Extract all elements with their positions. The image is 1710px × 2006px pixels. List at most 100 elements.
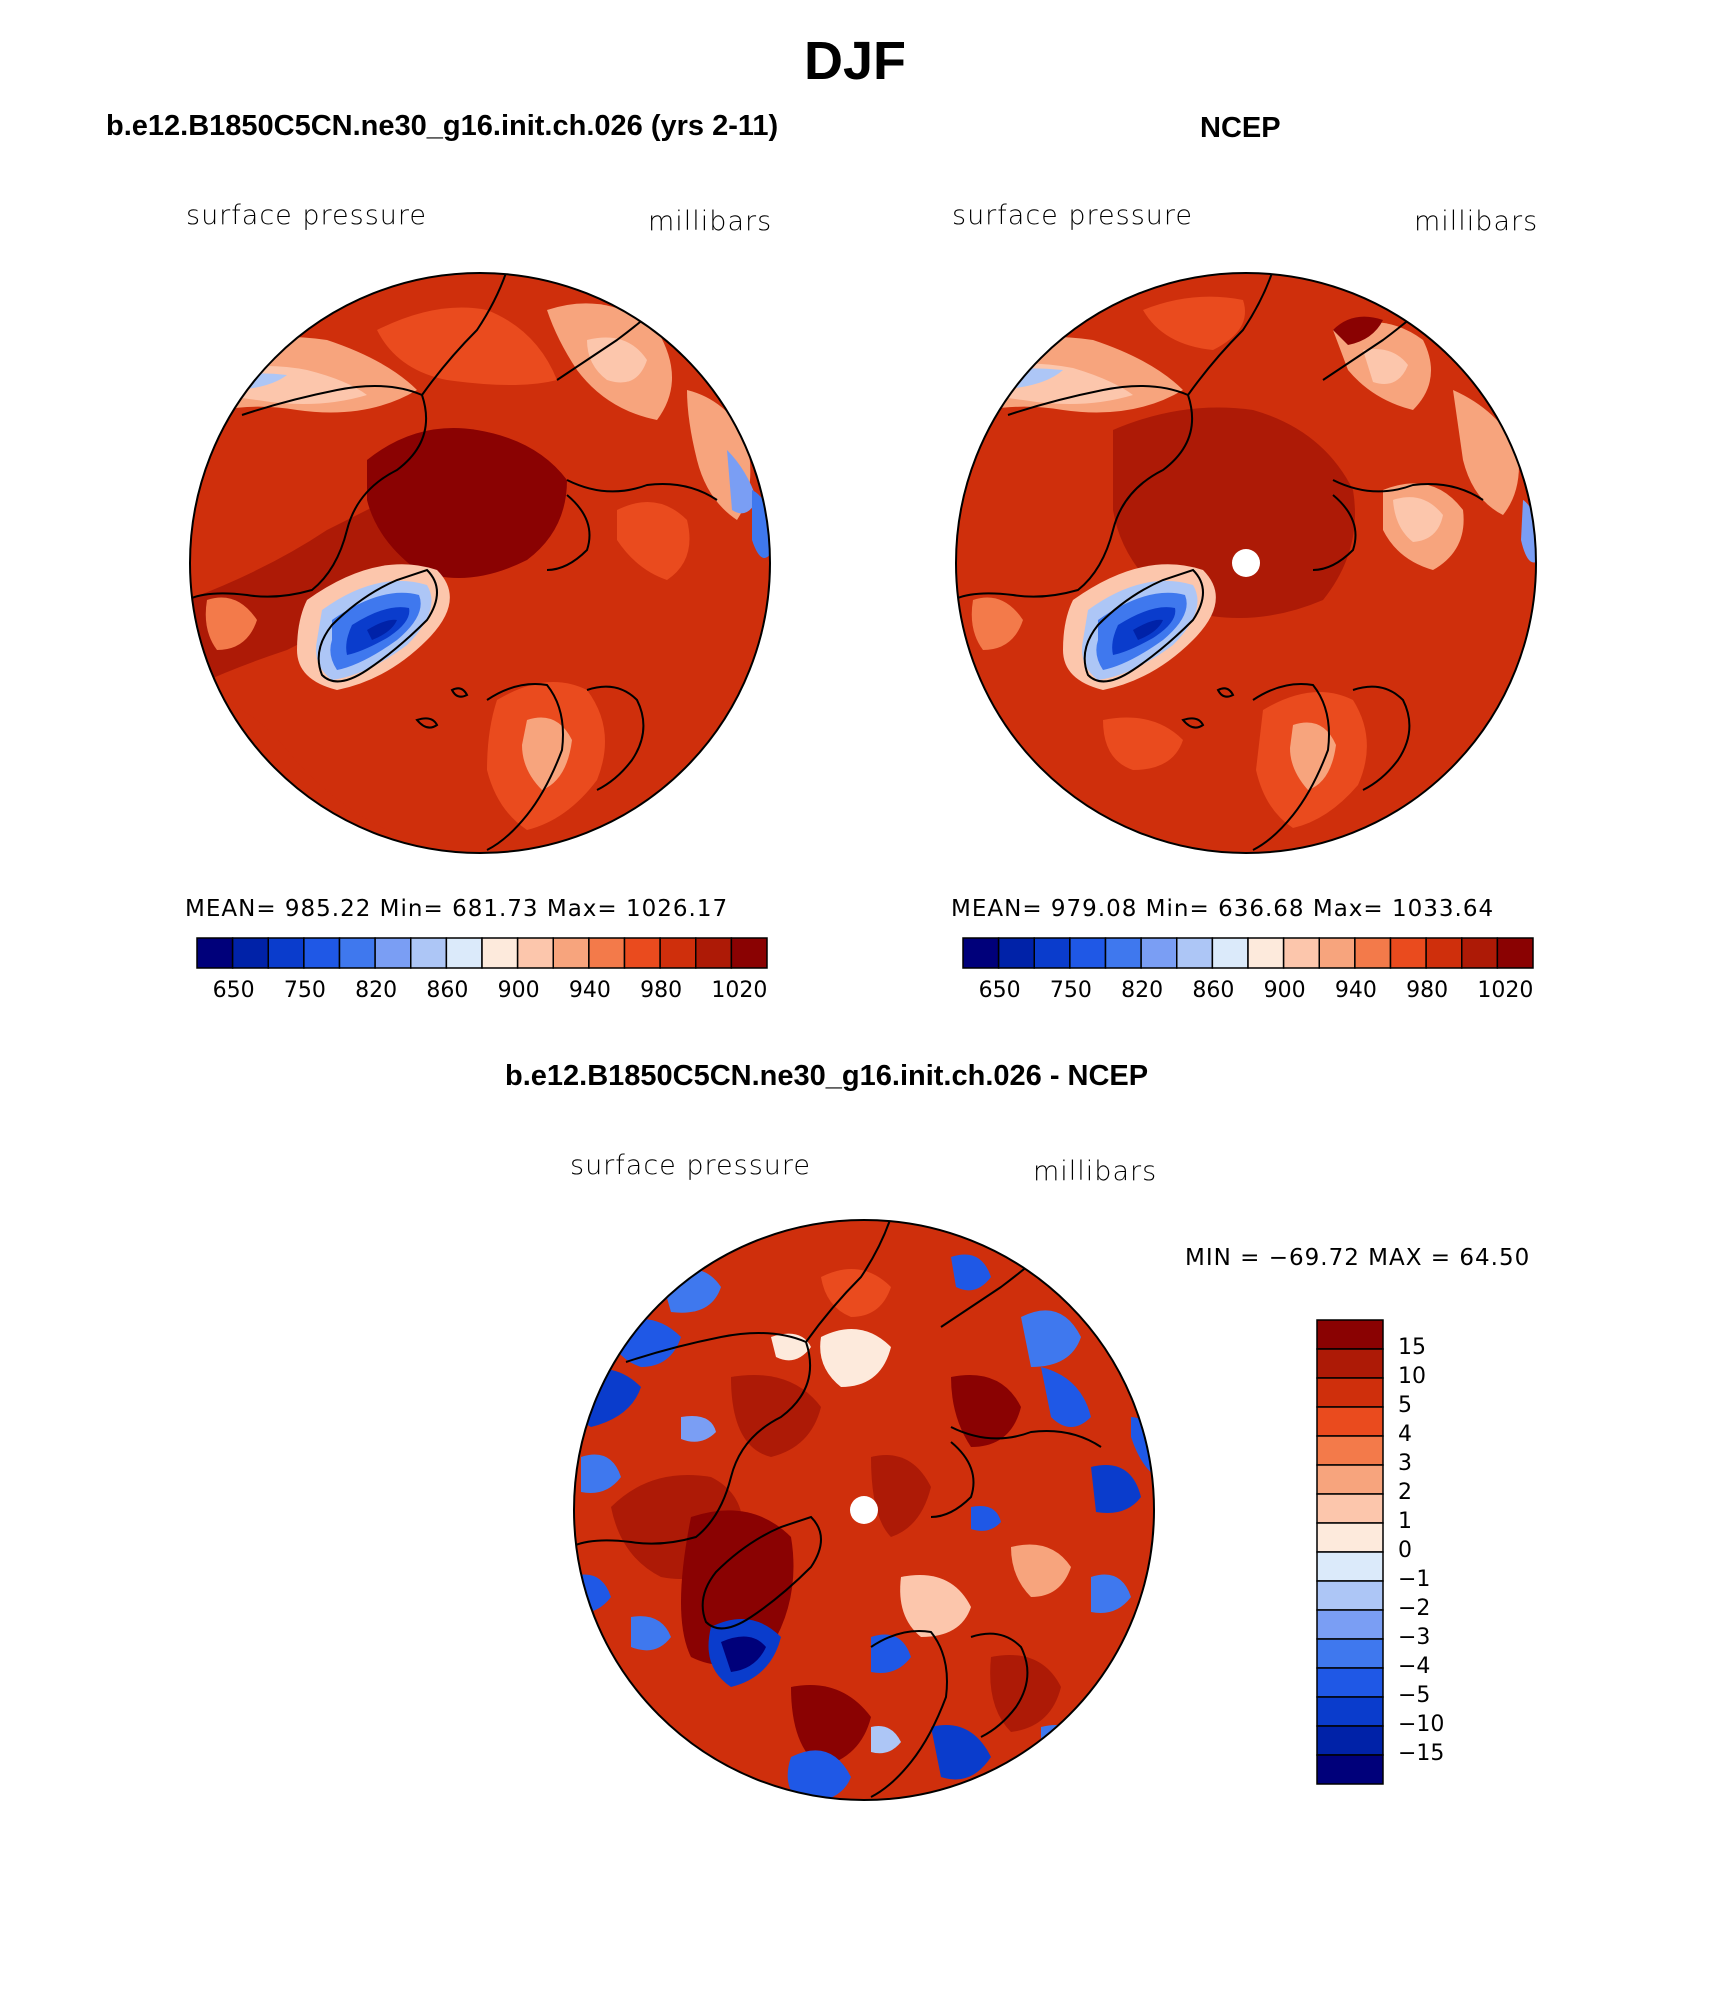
colorbar-swatch — [1316, 1667, 1384, 1698]
colorbar-swatch — [588, 937, 626, 969]
figure-title: DJF — [803, 31, 906, 91]
colorbar-swatch — [1316, 1377, 1384, 1408]
panel-2-tick: 860 — [1192, 978, 1235, 1003]
colorbar-swatch — [1069, 937, 1107, 969]
panel-3-tick: 15 — [1398, 1335, 1426, 1360]
panel-2-variable-label: surface pressure — [952, 200, 1193, 231]
panel-3-variable-label: surface pressure — [570, 1150, 811, 1181]
colorbar-swatch — [1316, 1754, 1384, 1785]
panel-3-map-boundary — [573, 1219, 1155, 1801]
panel-2-tick: 650 — [978, 978, 1021, 1003]
panel-3-pole-hole — [850, 1496, 878, 1524]
panel-2-tick: 940 — [1334, 978, 1377, 1003]
panel-1-tick: 860 — [426, 978, 469, 1003]
colorbar-swatch — [962, 937, 1000, 969]
panel-3-colorbar-ticks: 15 10 5 4 3 2 1 0 −1 −2 −3 −4 −5 −10 −15 — [1398, 1320, 1478, 1784]
colorbar-swatch — [445, 937, 483, 969]
colorbar-swatch — [1211, 937, 1249, 969]
panel-2-tick: 750 — [1049, 978, 1092, 1003]
panel-3-colorbar — [1316, 1319, 1384, 1785]
colorbar-swatch — [1461, 937, 1499, 969]
panel-1-tick: 980 — [640, 978, 683, 1003]
colorbar-swatch — [1104, 937, 1142, 969]
panel-1-colorbar-ticks: 650 750 820 860 900 940 980 1020 — [197, 978, 768, 1008]
colorbar-swatch — [1316, 1348, 1384, 1379]
panel-2-title: NCEP — [1200, 112, 1281, 144]
panel-1-tick: 820 — [355, 978, 398, 1003]
colorbar-swatch — [1140, 937, 1178, 969]
colorbar-swatch — [231, 937, 269, 969]
panel-2-polar-map — [955, 272, 1537, 854]
panel-1-units-label: millibars — [648, 206, 773, 237]
colorbar-swatch — [730, 937, 768, 969]
panel-3-title: b.e12.B1850C5CN.ne30_g16.init.ch.026 - N… — [505, 1060, 1149, 1092]
panel-1-tick: 1020 — [711, 978, 768, 1003]
panel-3-tick: −5 — [1398, 1683, 1431, 1708]
panel-3-tick: −15 — [1398, 1741, 1445, 1766]
colorbar-swatch — [196, 937, 234, 969]
panel-2-colorbar-ticks: 650 750 820 860 900 940 980 1020 — [963, 978, 1534, 1008]
panel-1-polar-map — [189, 272, 771, 854]
panel-2-tick: 820 — [1121, 978, 1164, 1003]
colorbar-swatch — [1496, 937, 1534, 969]
panel-2-tick: 900 — [1263, 978, 1306, 1003]
colorbar-swatch — [1318, 937, 1356, 969]
panel-2-stats: MEAN= 979.08 Min= 636.68 Max= 1033.64 — [951, 896, 1495, 922]
colorbar-swatch — [516, 937, 554, 969]
colorbar-swatch — [1316, 1725, 1384, 1756]
panel-3-tick: −10 — [1398, 1712, 1445, 1737]
panel-1-colorbar — [196, 937, 768, 969]
panel-1-arctic-high-region — [367, 428, 567, 578]
colorbar-swatch — [338, 937, 376, 969]
panel-3-tick: 0 — [1398, 1538, 1412, 1563]
panel-3-tick: 1 — [1398, 1509, 1412, 1534]
panel-2-units-label: millibars — [1414, 206, 1539, 237]
panel-2-map-boundary — [955, 272, 1537, 854]
colorbar-swatch — [1316, 1493, 1384, 1524]
panel-3-polar-map — [573, 1219, 1155, 1801]
colorbar-swatch — [481, 937, 519, 969]
panel-2-tick: 980 — [1406, 978, 1449, 1003]
panel-1-tick: 650 — [212, 978, 255, 1003]
panel-3-tick: 4 — [1398, 1422, 1412, 1447]
colorbar-swatch — [1316, 1580, 1384, 1611]
colorbar-swatch — [267, 937, 305, 969]
panel-3-tick: 10 — [1398, 1364, 1426, 1389]
colorbar-swatch — [1389, 937, 1427, 969]
panel-3-tick: −3 — [1398, 1625, 1431, 1650]
colorbar-swatch — [1316, 1696, 1384, 1727]
colorbar-swatch — [623, 937, 661, 969]
colorbar-swatch — [410, 937, 448, 969]
colorbar-swatch — [1316, 1609, 1384, 1640]
panel-1-stats: MEAN= 985.22 Min= 681.73 Max= 1026.17 — [185, 896, 729, 922]
colorbar-swatch — [303, 937, 341, 969]
colorbar-swatch — [1354, 937, 1392, 969]
colorbar-swatch — [374, 937, 412, 969]
colorbar-swatch — [1247, 937, 1285, 969]
panel-3-tick: −1 — [1398, 1567, 1431, 1592]
panel-3-tick: −4 — [1398, 1654, 1431, 1679]
colorbar-swatch — [1316, 1406, 1384, 1437]
colorbar-swatch — [695, 937, 733, 969]
panel-1-tick: 940 — [568, 978, 611, 1003]
panel-1-tick: 900 — [497, 978, 540, 1003]
colorbar-swatch — [1282, 937, 1320, 969]
colorbar-swatch — [1425, 937, 1463, 969]
colorbar-swatch — [1316, 1638, 1384, 1669]
panel-1-map-boundary — [189, 272, 771, 854]
panel-3-units-label: millibars — [1033, 1156, 1158, 1187]
panel-1-title: b.e12.B1850C5CN.ne30_g16.init.ch.026 (yr… — [106, 110, 779, 142]
colorbar-swatch — [1316, 1435, 1384, 1466]
panel-3-tick: 3 — [1398, 1451, 1412, 1476]
panel-3-stats: MIN = −69.72 MAX = 64.50 — [1185, 1245, 1531, 1271]
panel-1-tick: 750 — [283, 978, 326, 1003]
colorbar-swatch — [1316, 1464, 1384, 1495]
colorbar-swatch — [659, 937, 697, 969]
colorbar-swatch — [997, 937, 1035, 969]
panel-3-tick: −2 — [1398, 1596, 1431, 1621]
panel-3-tick: 2 — [1398, 1480, 1412, 1505]
colorbar-swatch — [1176, 937, 1214, 969]
colorbar-swatch — [1316, 1551, 1384, 1582]
colorbar-swatch — [552, 937, 590, 969]
panel-1-variable-label: surface pressure — [186, 200, 427, 231]
